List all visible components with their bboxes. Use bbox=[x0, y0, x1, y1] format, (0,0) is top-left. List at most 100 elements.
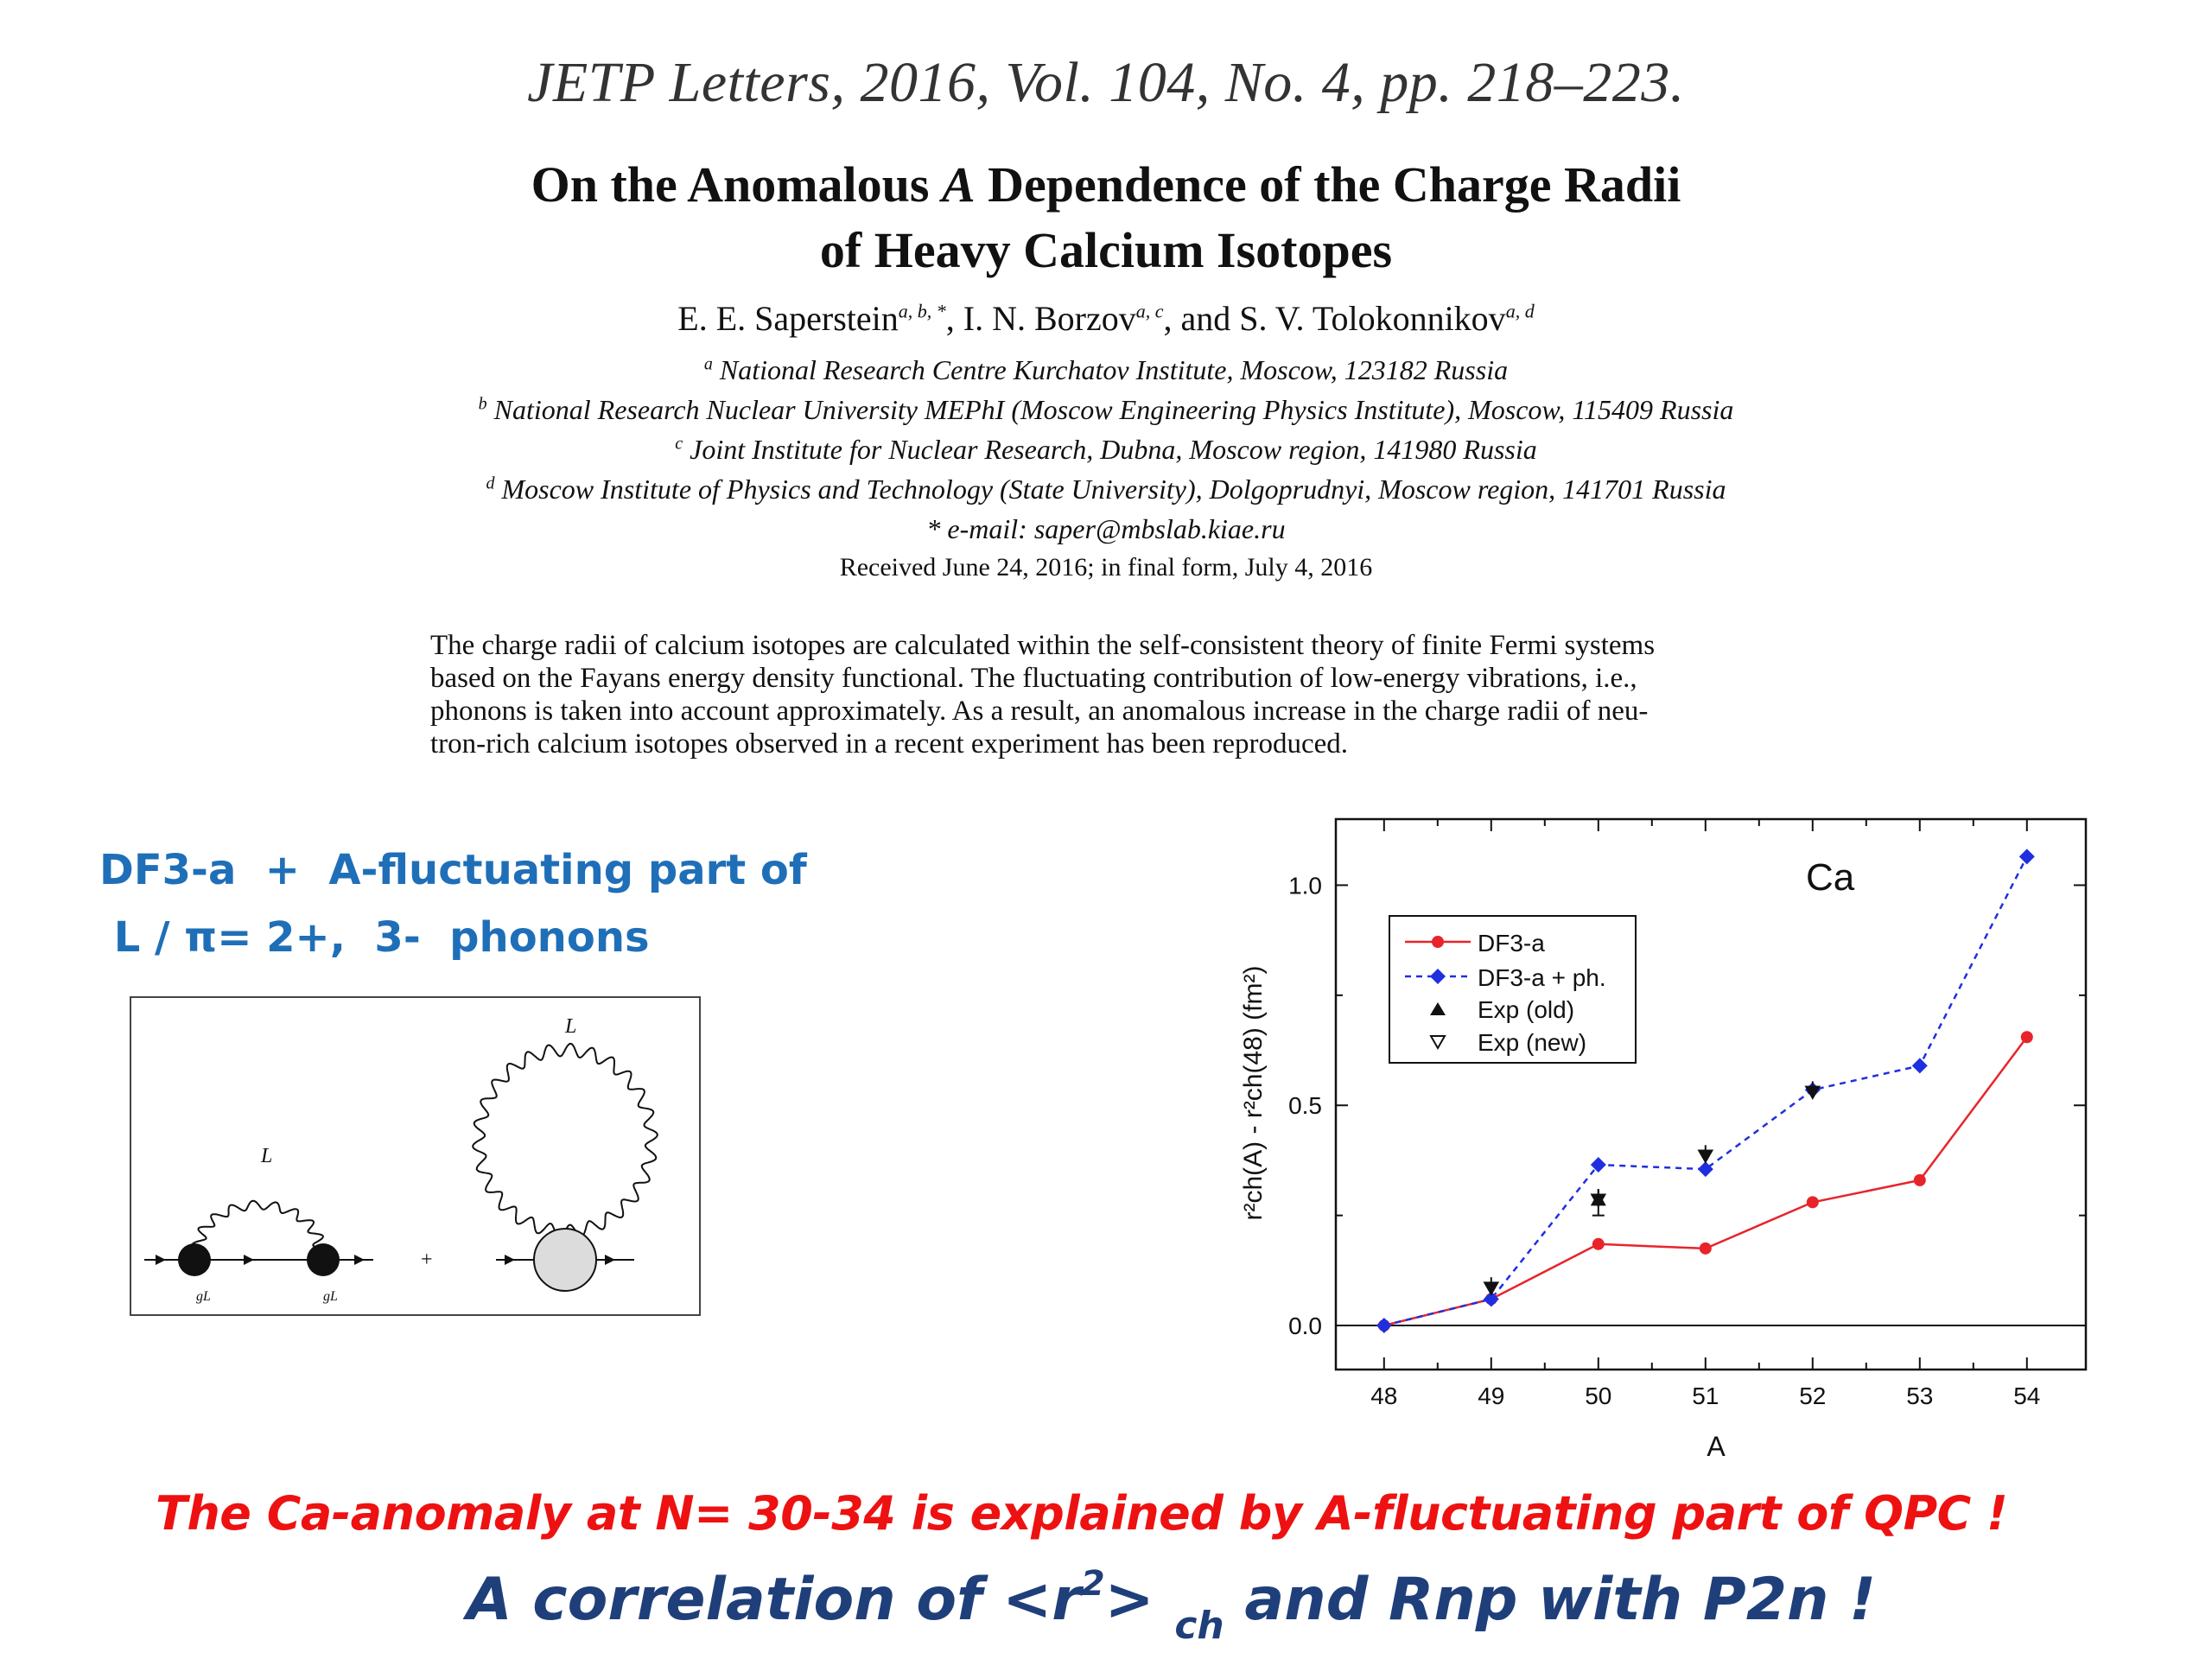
affiliation-text: National Research Centre Kurchatov Insti… bbox=[712, 354, 1509, 385]
y-axis-ticks: 0.0 0.5 1.0 bbox=[1288, 872, 2086, 1339]
x-tick-label: 48 bbox=[1370, 1382, 1397, 1409]
abstract-line: phonons is taken into account approximat… bbox=[430, 696, 1649, 727]
data-point-df3a-ph bbox=[1590, 1157, 1606, 1173]
affiliation-text: National Research Nuclear University MEP… bbox=[486, 394, 1734, 425]
data-point-df3a bbox=[2020, 1031, 2033, 1044]
legend-marker-df3a-ph bbox=[1430, 969, 1446, 984]
affiliation-b: b National Research Nuclear University M… bbox=[0, 394, 2212, 426]
affiliation-text: Joint Institute for Nuclear Research, Du… bbox=[683, 434, 1537, 465]
exp-new-point bbox=[1697, 1149, 1714, 1164]
model-heading: DF3-a + A-fluctuating part of L / π= 2+,… bbox=[99, 836, 807, 971]
experiment-group bbox=[1483, 1081, 1821, 1296]
y-tick-label: 0.0 bbox=[1288, 1313, 1322, 1339]
exp-new-point bbox=[1590, 1193, 1607, 1208]
vertex-g1 bbox=[178, 1243, 211, 1276]
abstract-line: tron-rich calcium isotopes observed in a… bbox=[430, 728, 1348, 760]
author-3-affil: a, d bbox=[1505, 300, 1535, 322]
affiliation-a: a National Research Centre Kurchatov Ins… bbox=[0, 354, 2212, 386]
received-dates: Received June 24, 2016; in final form, J… bbox=[839, 553, 1373, 582]
y-tick-label: 1.0 bbox=[1288, 872, 1322, 899]
vertex-g2 bbox=[307, 1243, 340, 1276]
conclusion-navy-b: > bbox=[1104, 1566, 1175, 1634]
x-tick-label: 49 bbox=[1478, 1382, 1504, 1409]
title-line2: of Heavy Calcium Isotopes bbox=[819, 222, 1393, 278]
legend-marker-exp-old bbox=[1430, 1002, 1446, 1015]
label-L-left: L bbox=[260, 1145, 272, 1167]
exp-new-point bbox=[1483, 1281, 1500, 1296]
data-point-df3a-ph bbox=[1697, 1161, 1713, 1178]
conclusion-navy-c: and Rnp with P2n ! bbox=[1224, 1566, 1877, 1634]
legend-label: Exp (new) bbox=[1478, 1029, 1586, 1056]
legend-marker-df3a bbox=[1432, 936, 1444, 948]
x-axis-ticks: 48 49 50 51 52 53 54 bbox=[1370, 819, 2040, 1409]
tadpole-diagram: L bbox=[472, 1015, 658, 1292]
plus-sign: + bbox=[421, 1249, 433, 1271]
title-part1: On the Anomalous bbox=[531, 156, 942, 213]
author-1-affil: a, b, * bbox=[898, 300, 946, 322]
affiliation-d: d Moscow Institute of Physics and Techno… bbox=[0, 474, 2212, 505]
affiliation-mark: d bbox=[486, 474, 495, 493]
data-point-df3a bbox=[1913, 1173, 1926, 1186]
paper-title: On the Anomalous A Dependence of the Cha… bbox=[0, 152, 2212, 283]
legend-label: Exp (old) bbox=[1478, 996, 1574, 1023]
series-group bbox=[1376, 849, 2035, 1334]
arrow-icon bbox=[244, 1255, 254, 1265]
conclusion-navy-a: A correlation of <r bbox=[467, 1566, 1081, 1634]
data-point-df3a-ph bbox=[2018, 849, 2035, 865]
abstract-line: The charge radii of calcium isotopes are… bbox=[430, 630, 1656, 661]
affiliation-text: Moscow Institute of Physics and Technolo… bbox=[494, 474, 1726, 505]
affiliation-c: c Joint Institute for Nuclear Research, … bbox=[0, 434, 2212, 466]
chart-svg: 0.0 0.5 1.0 48 49 50 51 52 53 54 Ca A r²ch(A) - … bbox=[1239, 817, 2088, 1462]
exp-new-point bbox=[1804, 1085, 1821, 1100]
y-axis-label: r²ch(A) - r²ch(48) (fm²) bbox=[1239, 966, 1268, 1221]
label-L-right: L bbox=[564, 1015, 576, 1038]
conclusion-navy-sup: 2 bbox=[1080, 1564, 1105, 1604]
email-line: * e-mail: saper@mbslab.kiae.ru bbox=[0, 513, 2212, 545]
x-tick-label: 51 bbox=[1692, 1382, 1719, 1409]
arrow-icon bbox=[605, 1255, 615, 1265]
author-2: , I. N. Borzov bbox=[945, 299, 1136, 338]
data-point-df3a bbox=[1592, 1237, 1605, 1250]
label-g1: gL bbox=[196, 1289, 211, 1304]
x-tick-label: 52 bbox=[1799, 1382, 1826, 1409]
data-point-df3a-ph bbox=[1483, 1291, 1499, 1307]
label-g2: gL bbox=[323, 1289, 338, 1304]
email-text: * e-mail: saper@mbslab.kiae.ru bbox=[926, 513, 1286, 544]
conclusion-navy: A correlation of <r2> ch and Rnp with P2… bbox=[467, 1564, 1877, 1648]
model-heading-line1: DF3-a + A-fluctuating part of bbox=[99, 846, 807, 894]
x-axis-label: A bbox=[1707, 1431, 1726, 1462]
feynman-diagram-svg: L gL gL + L bbox=[144, 1015, 658, 1304]
blob-vertex bbox=[533, 1228, 597, 1292]
journal-citation: JETP Letters, 2016, Vol. 104, No. 4, pp.… bbox=[527, 51, 1685, 114]
affiliation-mark: a bbox=[703, 354, 713, 374]
legend: DF3-a DF3-a + ph. Exp (old) Exp (new) bbox=[1389, 915, 1637, 1064]
arrow-icon bbox=[505, 1255, 515, 1265]
self-energy-diagram: L gL gL bbox=[144, 1145, 373, 1304]
title-part2: Dependence of the Charge Radii bbox=[975, 156, 1681, 213]
legend-marker-exp-new bbox=[1429, 1035, 1446, 1051]
data-point-df3a-ph bbox=[1376, 1318, 1392, 1334]
data-point-df3a-ph bbox=[1911, 1058, 1928, 1074]
arrow-icon bbox=[354, 1255, 365, 1265]
abstract-line: based on the Fayans energy density funct… bbox=[430, 663, 1637, 694]
chart-title: Ca bbox=[1806, 856, 1855, 899]
charge-radii-chart: 0.0 0.5 1.0 48 49 50 51 52 53 54 Ca A r²ch(A) - … bbox=[1201, 812, 2100, 1478]
conclusion-red: The Ca-anomaly at N= 30-34 is explained … bbox=[156, 1486, 2008, 1541]
x-tick-label: 50 bbox=[1585, 1382, 1611, 1409]
y-tick-label: 0.5 bbox=[1288, 1092, 1322, 1119]
phonon-wavy-line bbox=[191, 1199, 324, 1249]
data-point-df3a bbox=[1806, 1196, 1819, 1209]
title-italic-A: A bbox=[941, 156, 976, 213]
legend-label: DF3-a bbox=[1478, 930, 1545, 957]
x-tick-label: 54 bbox=[2013, 1382, 2040, 1409]
phonon-wavy-loop bbox=[472, 1042, 658, 1239]
arrow-icon bbox=[156, 1255, 166, 1265]
author-2-affil: a, c bbox=[1135, 300, 1164, 322]
x-tick-label: 53 bbox=[1906, 1382, 1933, 1409]
author-1: E. E. Saperstein bbox=[677, 299, 899, 338]
affiliation-mark: b bbox=[478, 394, 487, 414]
legend-label: DF3-a + ph. bbox=[1478, 964, 1606, 991]
author-list: E. E. Sapersteina, b, *, I. N. Borzova, … bbox=[0, 298, 2212, 339]
plot-frame bbox=[1334, 817, 2088, 1371]
data-point-df3a bbox=[1699, 1242, 1712, 1255]
